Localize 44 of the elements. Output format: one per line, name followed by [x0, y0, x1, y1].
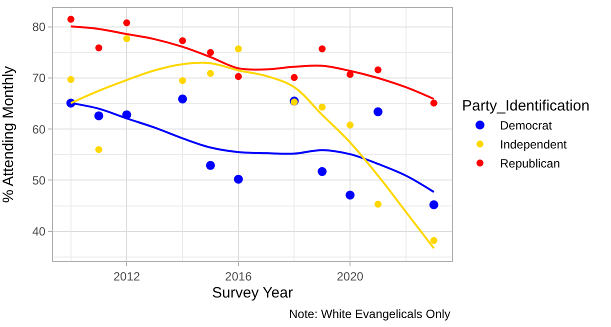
point [179, 37, 186, 44]
y-tick-label: 60 [32, 122, 46, 136]
point [67, 76, 74, 84]
text: Note: White Evangelicals Only [289, 307, 450, 321]
point [429, 200, 438, 210]
point [318, 45, 326, 52]
legend-title: Party_Identification [462, 98, 590, 114]
point [234, 174, 243, 184]
point [95, 146, 102, 154]
point [67, 16, 74, 23]
point [179, 77, 186, 84]
y-tick-label: 70 [32, 71, 46, 86]
point [234, 45, 242, 52]
legend-label: Democrat [500, 118, 553, 133]
x-tick-label: 2020 [336, 269, 364, 284]
point [374, 107, 383, 116]
point [94, 111, 104, 120]
y-tick-label: 50 [32, 173, 46, 188]
point [178, 94, 188, 104]
x-axis-title: Survey Year [212, 284, 293, 302]
point [206, 70, 214, 77]
point [430, 237, 438, 244]
point [206, 48, 214, 56]
legend-label: Republican [500, 156, 560, 171]
point [206, 160, 215, 170]
point [374, 200, 382, 208]
x-tick-label: 2012 [113, 269, 140, 284]
point [123, 19, 130, 26]
point [123, 35, 130, 42]
point [430, 100, 438, 107]
point [234, 72, 242, 80]
point [318, 167, 327, 176]
point [346, 70, 354, 78]
point [346, 190, 355, 200]
point [374, 66, 382, 74]
y-tick-label: 40 [32, 224, 46, 239]
point [95, 44, 102, 52]
x-tick-label: 2016 [225, 269, 252, 284]
y-tick-label: 80 [32, 20, 46, 34]
y-axis-title: % Attending Monthly [0, 66, 17, 203]
point [346, 122, 354, 129]
point [290, 74, 298, 82]
legend-label: Independent [500, 138, 568, 152]
point [318, 104, 326, 111]
